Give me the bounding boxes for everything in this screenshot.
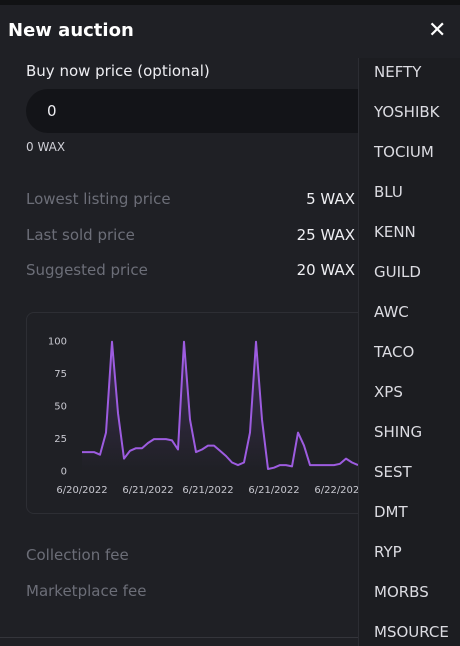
price-label: Lowest listing price: [26, 190, 171, 208]
fee-label: Marketplace fee: [26, 581, 147, 600]
price-line: [82, 340, 359, 470]
dropdown-item[interactable]: DMT: [374, 503, 408, 521]
line-area: [82, 341, 358, 472]
dropdown-item[interactable]: NEFTY: [374, 63, 422, 81]
title: New auction: [8, 20, 134, 41]
dropdown-item[interactable]: GUILD: [374, 263, 421, 281]
dropdown-item[interactable]: XPS: [374, 383, 403, 401]
price-input[interactable]: 0: [26, 89, 386, 133]
y-tick-label: 50: [54, 402, 67, 413]
y-tick-label: 25: [54, 434, 67, 445]
dropdown-item[interactable]: TACO: [374, 343, 415, 361]
divider: [0, 637, 460, 638]
y-tick-label: 100: [48, 337, 67, 348]
input-value: 0: [47, 102, 57, 120]
y-tick-label: 75: [54, 369, 67, 380]
dropdown-item[interactable]: KENN: [374, 223, 416, 241]
close-button[interactable]: ✕: [428, 18, 447, 43]
x-tick-label: 6/21/2022: [248, 485, 299, 496]
dropdown-item[interactable]: YOSHIBK: [374, 103, 440, 121]
price-value: 5 WAX: [306, 190, 355, 208]
x-tick-label: 6/21/2022: [122, 485, 173, 496]
dropdown-item[interactable]: SEST: [374, 463, 412, 481]
dropdown-item[interactable]: MSOURCE: [374, 623, 449, 641]
price-value: 20 WAX: [296, 261, 355, 279]
dropdown-item[interactable]: SHING: [374, 423, 423, 441]
price-value: 25 WAX: [296, 225, 355, 244]
conversion: 0 WAX: [26, 140, 66, 154]
x-tick-label: 6/20/2022: [56, 485, 107, 496]
dropdown-item[interactable]: MORBS: [374, 583, 429, 601]
dropdown-item[interactable]: TOCIUM: [374, 143, 434, 161]
dropdown: NEFTY YOSHIBK TOCIUM BLU KENN GUILD AWC TACO XPS…: [358, 58, 460, 646]
x-tick-label: 6/21/2022: [182, 485, 233, 496]
x-tick-label: 6/22/2022: [314, 485, 365, 496]
dropdown-item[interactable]: RYP: [374, 543, 402, 561]
price-label: Suggested price: [26, 261, 148, 279]
field-label: Buy now price (optional): [26, 62, 210, 80]
dropdown-item[interactable]: AWC: [374, 303, 409, 321]
y-tick-label: 0: [61, 467, 67, 478]
price-label: Last sold price: [26, 225, 135, 244]
dropdown-item[interactable]: BLU: [374, 183, 403, 201]
fee-label: Collection fee: [26, 546, 129, 564]
top-strip: [0, 0, 460, 5]
